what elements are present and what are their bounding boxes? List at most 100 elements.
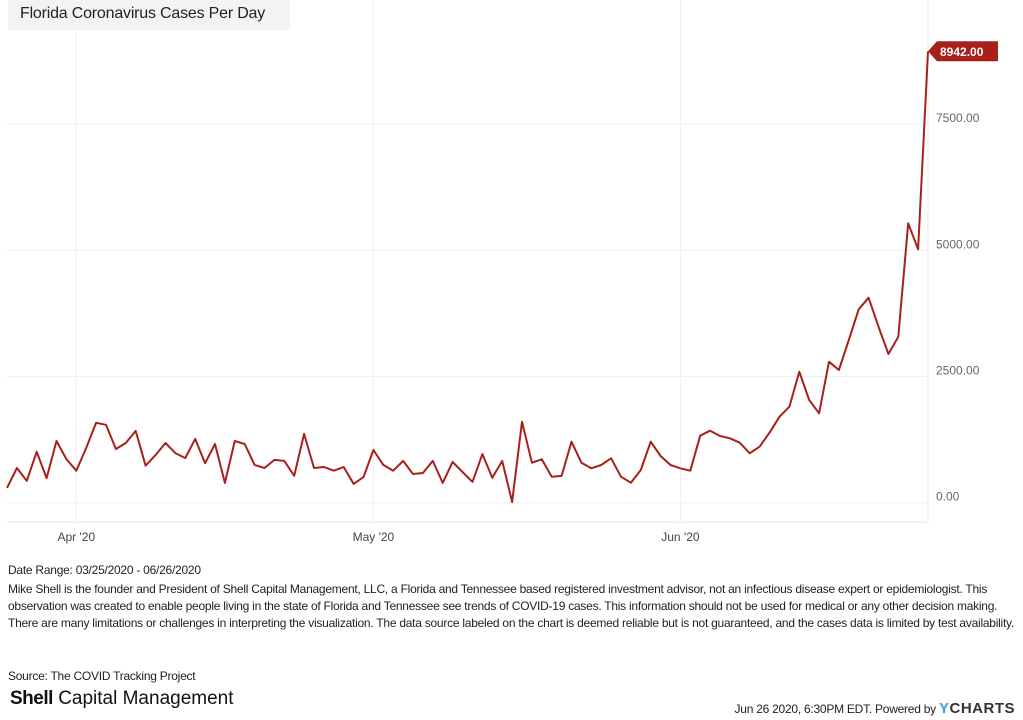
data-point (481, 453, 484, 456)
data-point (520, 420, 523, 423)
data-point (174, 452, 177, 455)
data-point (679, 467, 682, 470)
data-point (164, 441, 167, 444)
data-point (421, 472, 424, 475)
data-point (887, 352, 890, 355)
data-point (441, 481, 444, 484)
data-point (322, 465, 325, 468)
x-tick-label: Apr '20 (57, 530, 95, 544)
line-chart: Apr '20 May '20 Jun '20 0.00 2500.00 5000.00… (6, 0, 998, 544)
data-point (204, 462, 207, 465)
data-point (808, 399, 811, 402)
last-value-badge: 8942.00 (928, 41, 998, 62)
data-point (857, 308, 860, 311)
data-point (669, 463, 672, 466)
data-point (303, 432, 306, 435)
data-point (610, 457, 613, 460)
data-point (412, 473, 415, 476)
data-point (184, 457, 187, 460)
data-point (709, 429, 712, 432)
data-point (105, 423, 108, 426)
chart-title-box (8, 0, 290, 30)
data-point (85, 447, 88, 450)
data-point (233, 439, 236, 442)
data-point (154, 454, 157, 457)
data-point (124, 441, 127, 444)
data-point (699, 434, 702, 437)
data-point (837, 368, 840, 371)
data-point (75, 469, 78, 472)
data-point (223, 481, 226, 484)
data-point (144, 464, 147, 467)
data-point (738, 441, 741, 444)
data-point (362, 476, 365, 479)
data-point (620, 475, 623, 478)
data-point (243, 442, 246, 445)
data-point (659, 455, 662, 458)
data-point (550, 475, 553, 478)
data-point (917, 248, 920, 251)
y-tick-label: 7500.00 (936, 111, 980, 125)
data-point (570, 440, 573, 443)
data-point (827, 360, 830, 363)
data-point (431, 459, 434, 462)
data-point (253, 463, 256, 466)
data-point (719, 435, 722, 438)
data-point (748, 452, 751, 455)
data-point (293, 474, 296, 477)
data-point (213, 442, 216, 445)
shell-capital-logo: Shell Capital Management (10, 688, 234, 710)
logo-rest: Capital Management (58, 688, 234, 709)
y-tick-label: 2500.00 (936, 364, 980, 378)
chart-title: Florida Coronavirus Cases Per Day (20, 5, 266, 22)
data-point (6, 486, 9, 489)
y-tick-label: 5000.00 (936, 237, 980, 251)
data-point (580, 461, 583, 464)
data-point (877, 325, 880, 328)
data-point (313, 466, 316, 469)
data-point (768, 431, 771, 434)
data-point (867, 296, 870, 299)
date-range: Date Range: 03/25/2020 - 06/26/2020 (8, 563, 201, 577)
y-tick-label: 0.00 (936, 490, 960, 504)
data-point (501, 459, 504, 462)
data-point (372, 449, 375, 452)
data-point (451, 460, 454, 463)
ycharts-logo-y: Y (938, 700, 950, 717)
data-point (560, 474, 563, 477)
data-point (273, 458, 276, 461)
data-point (95, 421, 98, 424)
data-point (352, 482, 355, 485)
data-point (65, 458, 68, 461)
logo-bold: Shell (10, 688, 53, 709)
data-point (788, 405, 791, 408)
data-point (35, 450, 38, 453)
data-point (590, 467, 593, 470)
data-point (471, 480, 474, 483)
data-point (600, 463, 603, 466)
data-point (728, 437, 731, 440)
data-point (392, 469, 395, 472)
data-point (798, 370, 801, 373)
data-point (907, 222, 910, 225)
data-point (778, 415, 781, 418)
data-point (25, 479, 28, 482)
data-point (491, 476, 494, 479)
x-tick-label: May '20 (353, 530, 395, 544)
data-point (332, 469, 335, 472)
footer: Jun 26 2020, 6:30PM EDT. Powered by YCHA… (735, 700, 1015, 717)
data-point (689, 469, 692, 472)
disclaimer: Mike Shell is the founder and President … (8, 582, 1014, 630)
series-line (6, 51, 929, 503)
ycharts-logo-text: CHARTS (949, 700, 1015, 717)
data-point (45, 477, 48, 480)
data-point (283, 459, 286, 462)
data-point (530, 461, 533, 464)
data-point (629, 481, 632, 484)
data-point (758, 445, 761, 448)
source: Source: The COVID Tracking Project (8, 669, 196, 683)
data-point (194, 437, 197, 440)
ycharts-logo[interactable]: YCHARTS (939, 700, 1015, 717)
data-point (55, 439, 58, 442)
data-point (818, 412, 821, 415)
